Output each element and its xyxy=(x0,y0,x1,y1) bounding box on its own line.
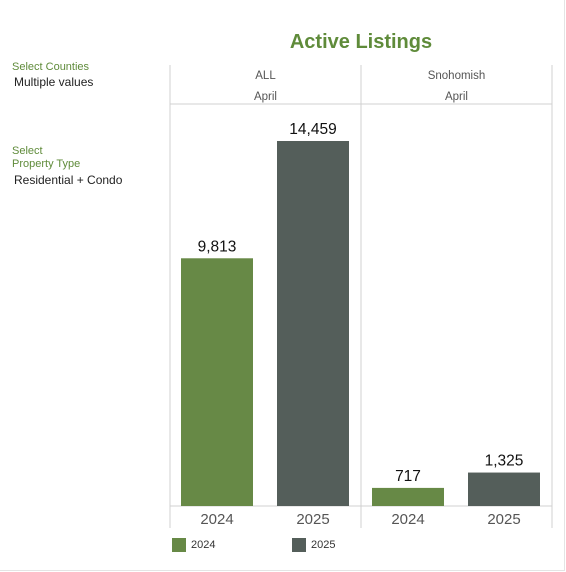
x-tick-all-2025: 2025 xyxy=(296,511,329,528)
property-type-label-line2: Property Type xyxy=(12,158,81,170)
data-label-snohomish-2025: 1,325 xyxy=(485,453,524,470)
panel-month-1: April xyxy=(445,91,468,103)
data-label-all-2024: 9,813 xyxy=(198,238,237,255)
bar-snohomish-2025 xyxy=(468,472,540,506)
legend-swatch-2025 xyxy=(292,538,306,552)
counties-filter-label: Select Counties xyxy=(12,61,90,73)
data-label-all-2025: 14,459 xyxy=(289,121,336,138)
counties-filter-value[interactable]: Multiple values xyxy=(14,75,94,89)
bar-snohomish-2024 xyxy=(372,487,444,506)
panel-header-all: ALL xyxy=(255,70,276,82)
legend-label-2024: 2024 xyxy=(191,539,216,551)
x-tick-snohomish-2025: 2025 xyxy=(487,511,520,528)
legend-label-2025: 2025 xyxy=(311,539,336,551)
x-tick-snohomish-2024: 2024 xyxy=(391,511,424,528)
bar-all-2025 xyxy=(277,140,349,507)
panel-header-snohomish: Snohomish xyxy=(428,70,486,82)
data-label-snohomish-2024: 717 xyxy=(395,468,421,485)
chart-title: Active Listings xyxy=(289,31,433,53)
panel-month-0: April xyxy=(254,91,277,103)
property-type-label-line1: Select xyxy=(12,145,43,157)
legend-item-2025: 2025 xyxy=(292,538,335,552)
legend-item-2024: 2024 xyxy=(172,538,215,552)
x-tick-all-2024: 2024 xyxy=(200,511,233,528)
legend-swatch-2024 xyxy=(172,538,186,552)
property-type-filter-value[interactable]: Residential + Condo xyxy=(14,173,123,187)
bar-all-2024 xyxy=(181,258,253,506)
